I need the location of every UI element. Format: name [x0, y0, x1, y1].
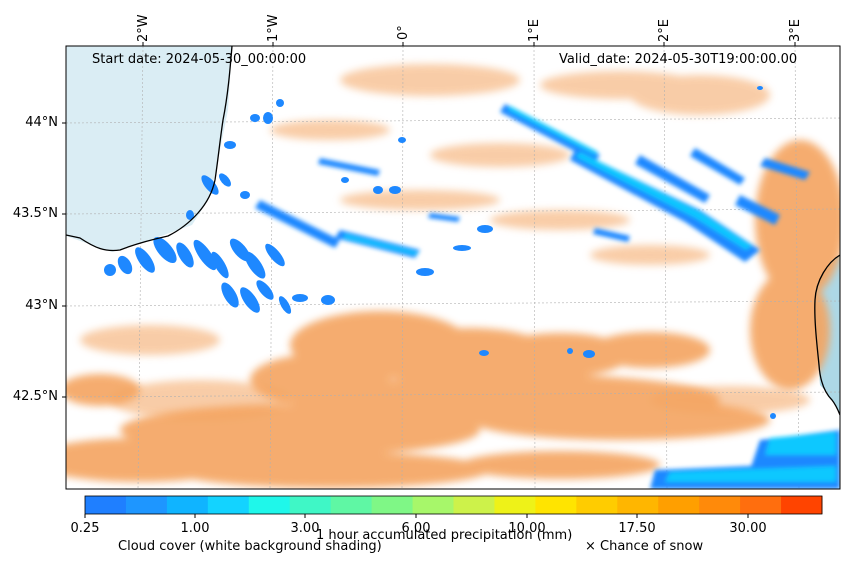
colorbar-ticks: [84, 514, 749, 518]
colorbar-segment: [453, 496, 495, 514]
longitude-label-1w: 1°W: [266, 14, 281, 42]
colorbar-segment: [576, 496, 618, 514]
latitude-label-43-5n: 43.5°N: [12, 206, 58, 221]
colorbar-segment: [330, 496, 373, 514]
latitude-label-44n: 44°N: [25, 115, 58, 130]
colorbar-segment: [412, 496, 454, 514]
colorbar-tick-label: 30.00: [729, 521, 767, 536]
longitude-label-1e: 1°E: [527, 19, 542, 42]
colorbar-segment: [658, 496, 700, 514]
colorbar-segment: [248, 496, 291, 514]
colorbar-segment: [781, 496, 823, 514]
colorbar-segment: [617, 496, 659, 514]
colorbar-tick-label: 10.00: [508, 521, 546, 536]
snow-legend: × Chance of snow: [585, 539, 704, 554]
colorbar-segment: [699, 496, 741, 514]
longitude-label-0: 0°: [396, 25, 411, 40]
colorbar-segment: [207, 496, 250, 514]
colorbar-segment: [125, 496, 168, 514]
cloud-cover-shading: [66, 64, 840, 488]
colorbar-segment: [289, 496, 332, 514]
map-frame: [65, 45, 841, 490]
colorbar-segment: [740, 496, 782, 514]
bay-of-biscay: [66, 46, 232, 252]
colorbar-segment: [535, 496, 577, 514]
colorbar-title: 1 hour accumulated precipitation (mm): [316, 528, 573, 543]
colorbar-segment: [85, 496, 127, 514]
colorbar-tick-label: 1.00: [180, 521, 210, 536]
colorbar-segment: [494, 496, 536, 514]
colorbar-segment: [166, 496, 209, 514]
colorbar-frame: [84, 495, 823, 515]
latitude-label-42-5n: 42.5°N: [12, 389, 58, 404]
colorbar-tick-label: 6.00: [401, 521, 431, 536]
colorbar-tick-label: 3.00: [290, 521, 320, 536]
longitude-label-3e: 3°E: [788, 19, 803, 42]
cloud-cover-legend: Cloud cover (white background shading): [118, 539, 382, 554]
precipitation-colorbar: [85, 496, 823, 514]
start-date-label: Start date: 2024-05-30_00:00:00: [92, 52, 307, 67]
latitude-label-43n: 43°N: [25, 298, 58, 313]
precipitation-shading: [255, 104, 840, 489]
colorbar-tick-label: 17.50: [618, 521, 656, 536]
coastline: [66, 46, 840, 416]
colorbar-tick-label: 0.25: [70, 521, 100, 536]
longitude-label-2w: 2°W: [136, 14, 151, 42]
precipitation-cells: [104, 86, 776, 419]
axis-ticks: [62, 42, 796, 398]
valid-date-label: Valid_date: 2024-05-30T19:00:00.00: [559, 52, 798, 67]
longitude-label-2e: 2°E: [657, 19, 672, 42]
colorbar-segment: [371, 496, 414, 514]
